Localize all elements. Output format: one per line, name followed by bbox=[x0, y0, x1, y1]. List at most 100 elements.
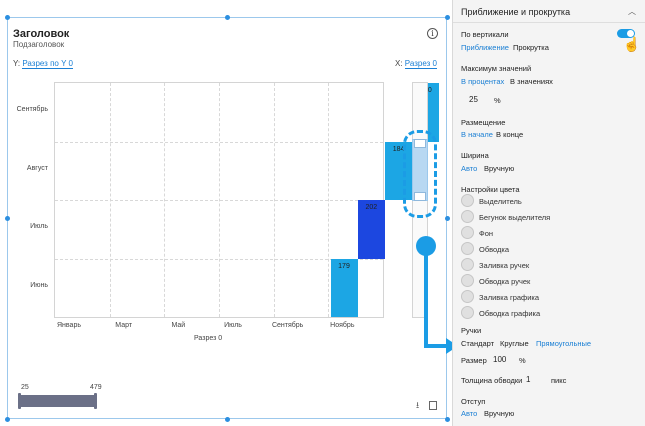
placement-start-option[interactable]: В начале bbox=[461, 130, 493, 139]
handle-rect-option[interactable]: Прямоугольные bbox=[536, 339, 592, 348]
x-tick-label: Июль bbox=[224, 322, 242, 329]
color-setting-label: Выделитель bbox=[479, 197, 522, 206]
y-tick-label: Июнь bbox=[30, 281, 48, 289]
grid-line-horizontal bbox=[55, 141, 383, 143]
vertical-label: По вертикали bbox=[461, 30, 509, 39]
size-label: Размер bbox=[461, 356, 487, 365]
placement-end-option[interactable]: В конце bbox=[496, 130, 524, 139]
size-input[interactable]: 100 bbox=[493, 355, 507, 364]
resize-handle[interactable] bbox=[5, 216, 10, 221]
cell-value-label: 184 bbox=[392, 145, 405, 153]
scroll-option[interactable]: Прокрутка bbox=[513, 43, 549, 52]
color-swatch[interactable] bbox=[461, 242, 474, 255]
annotation-line-horizontal bbox=[424, 344, 448, 348]
offset-auto-option[interactable]: Авто bbox=[461, 409, 478, 418]
cell-value-label: 202 bbox=[365, 204, 378, 211]
stroke-label: Толщина обводки bbox=[461, 376, 523, 385]
x-axis-selector: X: Разрез 0 bbox=[395, 59, 437, 69]
color-swatch[interactable] bbox=[461, 210, 474, 223]
handles-label: Ручки bbox=[461, 326, 482, 335]
color-swatch[interactable] bbox=[461, 274, 474, 287]
y-axis-selector: Y: Разрез по Y 0 bbox=[13, 59, 73, 69]
widget-title: Заголовок bbox=[13, 28, 70, 40]
handle-round-option[interactable]: Круглые bbox=[500, 339, 529, 348]
percent-unit: % bbox=[494, 96, 501, 105]
y-tick-label: Июль bbox=[30, 223, 48, 231]
cell-value-label: 179 bbox=[338, 262, 350, 270]
max-value-input[interactable]: 25 bbox=[469, 95, 478, 104]
y-tick-label: Август bbox=[26, 164, 48, 172]
x-tick-label: Март bbox=[115, 322, 133, 329]
chevron-up-icon[interactable]: ︿ bbox=[628, 7, 636, 16]
x-tick-label: Май bbox=[171, 322, 186, 329]
offset-label: Отступ bbox=[461, 397, 486, 406]
offset-manual-option[interactable]: Вручную bbox=[484, 409, 515, 418]
color-setting-label: Бегунок выделителя bbox=[479, 213, 551, 222]
placement-label: Размещение bbox=[461, 118, 506, 127]
resize-handle[interactable] bbox=[445, 15, 450, 20]
width-label: Ширина bbox=[461, 151, 489, 160]
color-settings-label: Настройки цвета bbox=[461, 185, 520, 194]
chart-widget[interactable]: Заголовок Подзаголовок i Y: Разрез по Y … bbox=[7, 17, 458, 419]
scroll-highlight-outline bbox=[403, 130, 437, 218]
heatmap-cell[interactable]: 179 bbox=[330, 258, 358, 317]
hand-cursor-icon: ☝ bbox=[623, 36, 641, 52]
color-swatch[interactable] bbox=[461, 290, 474, 303]
stroke-input[interactable]: 1 bbox=[526, 375, 531, 384]
grid-line-horizontal bbox=[55, 258, 383, 260]
color-swatch[interactable] bbox=[461, 226, 474, 239]
horizontal-scrollbar[interactable] bbox=[18, 393, 97, 409]
thumb-bottom-handle[interactable] bbox=[414, 192, 426, 201]
vertical-toggle[interactable] bbox=[617, 29, 635, 38]
handle-standard-option[interactable]: Стандарт bbox=[461, 339, 495, 348]
width-manual-option[interactable]: Вручную bbox=[484, 164, 515, 173]
color-setting-label: Обводка ручек bbox=[479, 277, 531, 286]
x-tick-label: Сентябрь bbox=[271, 322, 304, 329]
zoom-option[interactable]: Приближение bbox=[461, 43, 509, 52]
x-tick-label: Ноябрь bbox=[330, 322, 355, 329]
x-axis-link[interactable]: Разрез 0 bbox=[404, 59, 437, 69]
hscroll-max-label: 479 bbox=[90, 384, 102, 391]
color-setting-label: Обводка графика bbox=[479, 309, 541, 318]
color-swatch[interactable] bbox=[461, 194, 474, 207]
annotation-line bbox=[424, 254, 428, 348]
percent-option[interactable]: В процентах bbox=[461, 77, 505, 86]
resize-handle[interactable] bbox=[225, 417, 230, 422]
panel-header[interactable]: Приближение и прокрутка ︿ bbox=[453, 0, 645, 23]
download-icon[interactable]: ⭳ bbox=[416, 400, 420, 410]
x-tick-label: Январь bbox=[57, 322, 81, 329]
resize-handle[interactable] bbox=[225, 15, 230, 20]
x-axis-prefix: X: bbox=[395, 59, 403, 68]
color-swatch[interactable] bbox=[461, 306, 474, 319]
resize-handle[interactable] bbox=[445, 417, 450, 422]
grid-line-horizontal bbox=[55, 200, 383, 201]
resize-handle[interactable] bbox=[5, 417, 10, 422]
color-setting-label: Фон bbox=[479, 229, 494, 238]
color-setting-label: Заливка ручек bbox=[479, 261, 530, 270]
stroke-unit: пикс bbox=[551, 376, 567, 385]
width-auto-option[interactable]: Авто bbox=[461, 164, 478, 173]
color-setting-label: Заливка графика bbox=[479, 293, 540, 302]
y-axis-prefix: Y: bbox=[13, 59, 21, 68]
annotation-dot bbox=[416, 236, 436, 256]
size-unit: % bbox=[519, 356, 526, 365]
heatmap-plot[interactable]: 179202184190 bbox=[54, 82, 440, 318]
y-axis-link[interactable]: Разрез по Y 0 bbox=[22, 59, 73, 69]
settings-panel: Приближение и прокрутка ︿ По вертикали ☝… bbox=[452, 0, 645, 426]
panel-title: Приближение и прокрутка bbox=[461, 7, 571, 17]
color-setting-label: Обводка bbox=[479, 245, 510, 254]
vertical-scroll-thumb[interactable] bbox=[412, 139, 428, 201]
resize-handle[interactable] bbox=[445, 216, 450, 221]
heatmap-cell[interactable]: 184 bbox=[385, 141, 413, 200]
widget-subtitle: Подзаголовок bbox=[13, 40, 65, 49]
values-option[interactable]: В значениях bbox=[510, 77, 553, 86]
hscroll-min-label: 25 bbox=[21, 384, 29, 391]
y-tick-label: Сентябрь bbox=[16, 106, 48, 114]
resize-handle[interactable] bbox=[5, 15, 10, 20]
x-axis-title: Разрез 0 bbox=[194, 335, 223, 342]
color-swatch[interactable] bbox=[461, 258, 474, 271]
max-values-label: Максимум значений bbox=[461, 64, 532, 73]
info-icon[interactable]: i bbox=[427, 28, 438, 39]
heatmap-cell[interactable]: 202 bbox=[357, 200, 385, 259]
document-icon[interactable] bbox=[429, 401, 437, 410]
